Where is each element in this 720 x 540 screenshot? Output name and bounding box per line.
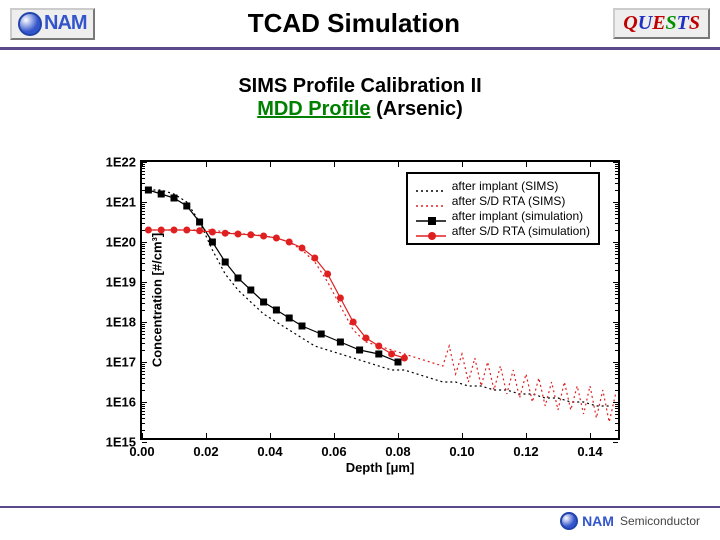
x-tick-label: 0.00 bbox=[129, 438, 154, 459]
mdd-text: MDD Profile bbox=[257, 98, 370, 120]
legend-label: after implant (simulation) bbox=[452, 209, 583, 223]
y-tick-label: 1E21 bbox=[106, 195, 142, 210]
footer-logo-icon bbox=[560, 512, 578, 530]
y-axis-label: Concentration [#/cm³] bbox=[150, 233, 165, 367]
footer: NAM Semiconductor bbox=[0, 506, 720, 530]
plot-area: after implant (SIMS)after S/D RTA (SIMS)… bbox=[140, 160, 620, 440]
x-tick-label: 0.12 bbox=[513, 438, 538, 459]
x-tick-label: 0.08 bbox=[385, 438, 410, 459]
subtitle-rest: (Arsenic) bbox=[371, 98, 463, 120]
x-tick-label: 0.10 bbox=[449, 438, 474, 459]
header: NAM TCAD Simulation QUESTS bbox=[0, 0, 720, 50]
legend-label: after S/D RTA (SIMS) bbox=[452, 194, 566, 208]
footer-brand: NAM bbox=[582, 513, 614, 529]
page-title: TCAD Simulation bbox=[95, 8, 614, 39]
x-tick-label: 0.06 bbox=[321, 438, 346, 459]
subtitle-line2: MDD Profile (Arsenic) bbox=[0, 98, 720, 121]
legend-label: after S/D RTA (simulation) bbox=[452, 224, 590, 238]
legend: after implant (SIMS)after S/D RTA (SIMS)… bbox=[406, 172, 600, 245]
x-tick-label: 0.14 bbox=[577, 438, 602, 459]
subtitle: SIMS Profile Calibration II MDD Profile … bbox=[0, 75, 720, 121]
legend-item: after implant (SIMS) bbox=[416, 179, 590, 193]
footer-sub: Semiconductor bbox=[620, 514, 700, 528]
y-tick-label: 1E17 bbox=[106, 355, 142, 370]
logo-icon bbox=[18, 12, 42, 36]
subtitle-line1: SIMS Profile Calibration II bbox=[0, 75, 720, 98]
footer-logo: NAM Semiconductor bbox=[560, 512, 700, 530]
slide: NAM TCAD Simulation QUESTS SIMS Profile … bbox=[0, 0, 720, 540]
x-tick-label: 0.02 bbox=[193, 438, 218, 459]
logo-text: NAM bbox=[44, 12, 87, 35]
y-tick-label: 1E19 bbox=[106, 275, 142, 290]
logo-box: NAM bbox=[10, 8, 95, 40]
x-tick-label: 0.04 bbox=[257, 438, 282, 459]
y-tick-label: 1E20 bbox=[106, 235, 142, 250]
chart: after implant (SIMS)after S/D RTA (SIMS)… bbox=[80, 150, 640, 490]
y-tick-label: 1E18 bbox=[106, 315, 142, 330]
legend-label: after implant (SIMS) bbox=[452, 179, 559, 193]
y-tick-label: 1E16 bbox=[106, 395, 142, 410]
y-tick-label: 1E22 bbox=[106, 155, 142, 170]
quests-badge: QUESTS bbox=[613, 8, 710, 39]
